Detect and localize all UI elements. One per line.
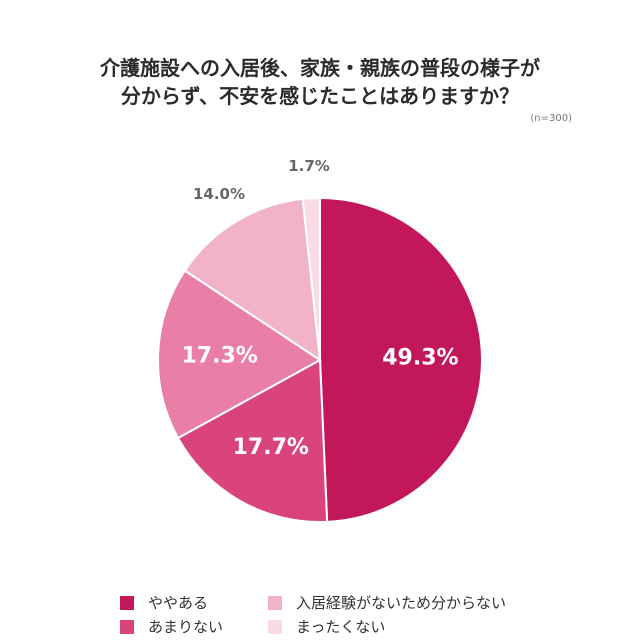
- legend-swatch-2: [120, 619, 134, 634]
- slice-value-label-4: 14.0%: [193, 185, 245, 203]
- legend-label-4: まったくない: [296, 618, 386, 636]
- legend-label-1: ややある: [148, 594, 209, 612]
- slice-value-label-1: 49.3%: [382, 345, 458, 370]
- legend-swatch-3: [268, 595, 282, 610]
- sample-size-note: (n=300): [530, 113, 572, 124]
- legend-swatch-1: [120, 595, 134, 610]
- chart-title-line-2: 分からず、不安を感じたことはありますか？: [120, 84, 520, 108]
- legend-swatch-4: [268, 619, 282, 634]
- legend-label-2: あまりない: [148, 618, 224, 636]
- chart-title-line-1: 介護施設への入居後、家族・親族の普段の様子が: [100, 56, 540, 80]
- pie-slice-5: [301, 196, 321, 361]
- chart-title: 介護施設への入居後、家族・親族の普段の様子が 分からず、不安を感じたことはありま…: [0, 54, 640, 110]
- pie-slice-2: [176, 358, 329, 523]
- legend-item-1: ややある: [120, 592, 208, 613]
- legend-item-4: まったくない: [268, 616, 385, 637]
- pie-slice-1: [319, 196, 483, 523]
- pie-slice-4: [183, 197, 322, 363]
- slice-value-label-3: 17.3%: [181, 343, 257, 368]
- legend-item-2: あまりない: [120, 616, 223, 637]
- pie-slice-3: [157, 269, 322, 440]
- legend-item-3: 入居経験がないため分からない: [268, 592, 506, 613]
- slice-value-label-5: 1.7%: [288, 157, 330, 175]
- chart-legend: ややある あまりない 入居経験がないため分からない まったくない: [0, 588, 640, 640]
- legend-label-3: 入居経験がないため分からない: [296, 594, 507, 612]
- slice-value-label-2: 17.7%: [233, 435, 309, 460]
